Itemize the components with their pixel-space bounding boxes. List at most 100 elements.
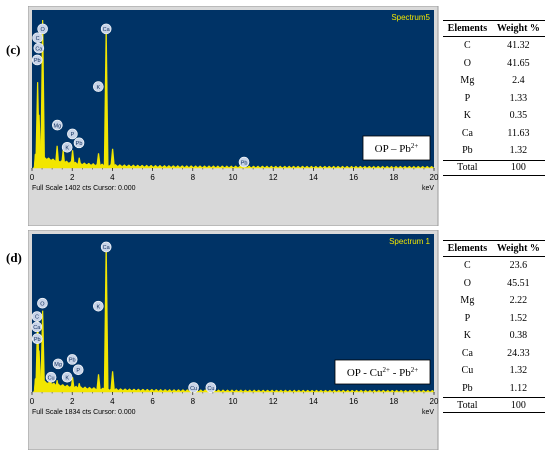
- spectrum-peak: [103, 28, 109, 168]
- x-tick-label: 20: [430, 397, 439, 406]
- sample-label: OP – Pb2+: [375, 142, 419, 155]
- x-tick-label: 18: [389, 397, 398, 406]
- peak-marker: Pb: [66, 354, 78, 365]
- element-symbol: O: [463, 57, 471, 69]
- peak-marker-label: Ca: [35, 46, 43, 52]
- element-symbol: C: [464, 40, 471, 52]
- peak-marker-label: C: [35, 315, 39, 321]
- spectrum-peak: [48, 380, 54, 392]
- element-weight: 1.32: [509, 145, 528, 157]
- spectrum-peak: [40, 20, 46, 168]
- table-total-row: Total 100: [443, 159, 545, 176]
- total-label: Total: [443, 159, 492, 176]
- spectrum-peak: [40, 310, 46, 392]
- sample-label-box: [362, 135, 431, 161]
- element-weight: 0.38: [509, 330, 528, 342]
- sample-label-box: [334, 359, 431, 385]
- element-symbol: K: [463, 110, 471, 122]
- spectrum-trace: [32, 244, 435, 393]
- spectrum-peak: [96, 374, 101, 392]
- spectrum-peak: [70, 150, 76, 168]
- peak-marker: Ca: [100, 23, 112, 35]
- table-row: Pb 1.32: [443, 142, 545, 160]
- x-tick-label: 4: [110, 173, 115, 182]
- x-unit: keV: [422, 185, 434, 192]
- spectrum-peak: [76, 383, 82, 392]
- x-tick-label: 16: [349, 173, 358, 182]
- peak-marker: P: [67, 128, 78, 140]
- peak-marker: Cu: [188, 382, 199, 393]
- peak-marker-label: Ca: [103, 245, 111, 251]
- peak-marker-label: Ca: [33, 325, 41, 331]
- element-weight: 1.33: [509, 92, 528, 104]
- element-weight: 23.6: [509, 260, 528, 272]
- table-row: P 1.33: [443, 90, 545, 108]
- peak-marker: C: [32, 32, 43, 44]
- x-tick-label: 2: [70, 397, 75, 406]
- element-weight: 1.52: [509, 312, 528, 324]
- peak-marker: Pb: [238, 156, 250, 168]
- peak-marker-label: C: [36, 36, 40, 42]
- x-tick-label: 16: [349, 397, 358, 406]
- panel-label-d: (d): [6, 250, 22, 265]
- element-weight: 2.22: [509, 295, 528, 307]
- element-weight: 2.4: [512, 75, 525, 87]
- peak-marker-label: Cu: [48, 375, 55, 381]
- elements-table-c: Elements Weight % C 41.32 O 41.65 Mg 2.4 P 1.33 K 0…: [443, 20, 545, 176]
- table-row: P 1.52: [443, 310, 545, 328]
- peak-marker-label: K: [96, 85, 100, 91]
- element-symbol: Ca: [461, 127, 473, 139]
- table-row: C 23.6: [443, 257, 545, 275]
- element-symbol: Pb: [462, 145, 473, 157]
- peak-marker-label: Cu: [207, 386, 214, 392]
- peak-marker: K: [93, 300, 104, 312]
- peak-marker: Pb: [31, 333, 43, 345]
- element-weight: 11.63: [507, 127, 530, 139]
- peak-marker-label: K: [96, 304, 100, 310]
- table-row: K 0.35: [443, 107, 545, 125]
- sample-label: OP - Cu2+ - Pb2+: [347, 366, 418, 379]
- total-label: Total: [443, 397, 492, 413]
- x-tick-label: 8: [191, 397, 196, 406]
- header-elements: Elements: [443, 240, 492, 257]
- x-tick-label: 12: [269, 397, 278, 406]
- table-row: O 45.51: [443, 275, 545, 293]
- spectrum-peak: [54, 380, 60, 392]
- spectrum-name: Spectrum5: [391, 13, 430, 22]
- peak-marker-label: P: [71, 132, 75, 138]
- element-symbol: Mg: [460, 75, 475, 87]
- table-row: O 41.65: [443, 55, 545, 73]
- spectrum-peak: [110, 148, 116, 168]
- table-row: Cu 1.32: [443, 362, 545, 380]
- element-symbol: Pb: [462, 382, 473, 394]
- table-row: Mg 2.4: [443, 72, 545, 90]
- peak-marker-label: Pb: [76, 141, 83, 147]
- peak-marker: K: [61, 371, 73, 383]
- element-weight: 41.65: [507, 57, 530, 69]
- peak-marker: P: [72, 364, 84, 376]
- table-total-row: Total 100: [443, 397, 545, 413]
- peak-marker-label: Mg: [54, 362, 62, 368]
- x-tick-label: 12: [269, 173, 278, 182]
- header-elements: Elements: [443, 20, 492, 37]
- element-symbol: Cu: [461, 365, 474, 377]
- spectrum-peak: [54, 145, 60, 168]
- peak-marker: O: [37, 23, 48, 35]
- peak-marker-label: O: [41, 27, 46, 33]
- spectrum-peak: [76, 157, 82, 168]
- spectrum-peak: [70, 377, 76, 392]
- x-tick-label: 10: [229, 173, 238, 182]
- peak-marker: O: [37, 297, 48, 309]
- peak-marker: Cu: [205, 382, 217, 393]
- spectrum-name: Spectrum 1: [389, 237, 430, 246]
- header-weight: Weight %: [491, 240, 545, 257]
- x-tick-label: 0: [30, 173, 35, 182]
- element-weight: 1.32: [509, 365, 528, 377]
- x-tick-label: 10: [229, 397, 238, 406]
- spectrum-peak: [60, 150, 66, 168]
- element-symbol: P: [464, 312, 471, 324]
- spectrum-peak: [103, 244, 109, 392]
- table-row: Mg 2.22: [443, 292, 545, 310]
- peak-marker: Ca: [33, 42, 45, 54]
